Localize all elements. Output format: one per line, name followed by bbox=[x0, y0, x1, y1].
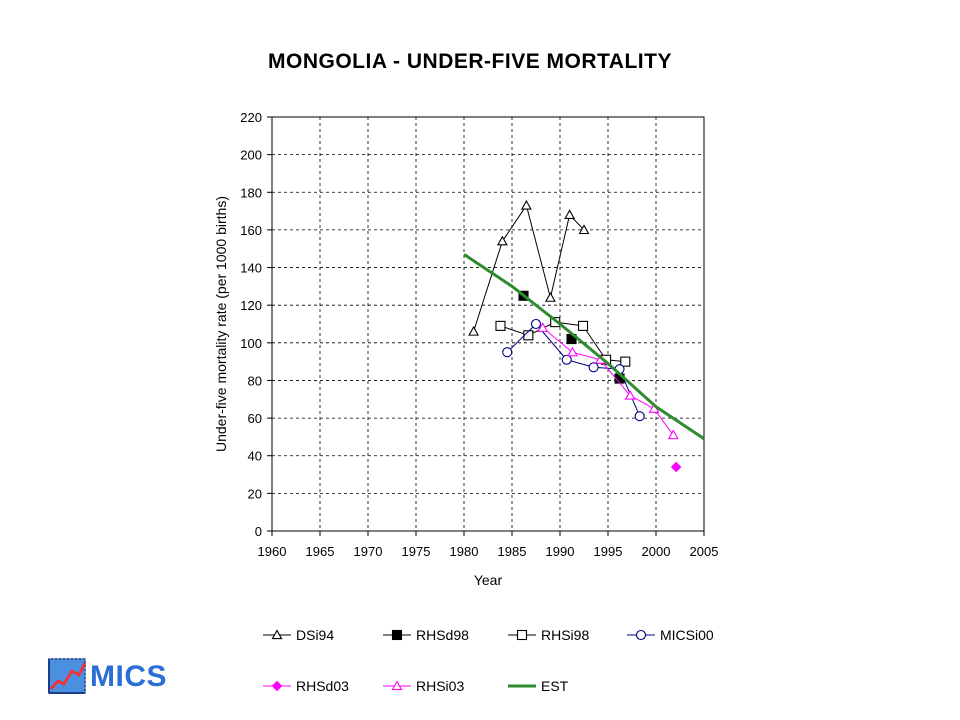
plot-area bbox=[271, 116, 705, 532]
x-tick-label: 1980 bbox=[450, 544, 479, 559]
data-point-rhsi03 bbox=[537, 322, 549, 332]
data-point-dsi94 bbox=[520, 199, 532, 210]
mics-logo-icon bbox=[48, 658, 87, 694]
y-tick-label: 0 bbox=[255, 524, 262, 539]
y-tick-label: 100 bbox=[240, 336, 262, 351]
series-line-dsi94 bbox=[473, 204, 585, 332]
legend-item-micsi00: MICSi00 bbox=[626, 625, 714, 645]
legend-marker bbox=[391, 629, 403, 641]
legend-item-rhsi03: RHSi03 bbox=[382, 676, 464, 696]
legend-swatch-rhsi03 bbox=[383, 680, 411, 691]
x-axis-label: Year bbox=[474, 572, 503, 588]
x-tick-label: 1975 bbox=[402, 544, 431, 559]
y-tick-label: 180 bbox=[240, 185, 262, 200]
data-point-dsi94 bbox=[544, 292, 556, 302]
mics-logo bbox=[46, 655, 186, 705]
legend-marker bbox=[391, 680, 403, 691]
legend-item-rhsi98: RHSi98 bbox=[507, 625, 589, 645]
legend-label: EST bbox=[541, 678, 569, 694]
data-point-rhsi03 bbox=[567, 346, 578, 357]
y-tick-label: 160 bbox=[240, 223, 262, 238]
legend-item-est: EST bbox=[507, 676, 568, 696]
data-point-rhsi03 bbox=[624, 389, 636, 400]
data-point-dsi94 bbox=[564, 209, 576, 220]
legend-swatch-micsi00 bbox=[627, 629, 655, 641]
legend-label: RHSi98 bbox=[541, 627, 590, 643]
x-tick-label: 1960 bbox=[258, 544, 287, 559]
data-point-micsi00 bbox=[634, 411, 645, 422]
y-axis-label: Under-five mortality rate (per 1000 birt… bbox=[213, 196, 229, 452]
x-tick-label: 1990 bbox=[546, 544, 575, 559]
series-line-est bbox=[463, 253, 705, 441]
y-tick-label: 20 bbox=[248, 486, 262, 501]
legend-label: MICSi00 bbox=[660, 627, 714, 643]
legend-swatch-rhsd03 bbox=[263, 680, 291, 692]
y-tick-label: 80 bbox=[248, 373, 262, 388]
x-tick-label: 1970 bbox=[354, 544, 383, 559]
series-layer bbox=[463, 199, 705, 473]
legend-marker bbox=[271, 680, 283, 692]
data-point-dsi94 bbox=[468, 325, 480, 336]
legend-label: RHSd98 bbox=[416, 627, 469, 643]
data-point-dsi94 bbox=[578, 224, 590, 235]
legend-label: RHSi03 bbox=[416, 678, 465, 694]
mics-logo-text: MICS bbox=[90, 660, 167, 693]
legend-swatch-rhsi98 bbox=[508, 629, 536, 641]
y-tick-label: 120 bbox=[240, 298, 262, 313]
x-tick-label: 2005 bbox=[690, 544, 719, 559]
data-point-micsi00 bbox=[502, 347, 513, 358]
series-rhsd03 bbox=[670, 461, 682, 473]
x-tick-label: 1985 bbox=[498, 544, 527, 559]
x-tick-label: 1965 bbox=[306, 544, 335, 559]
data-point-rhsi98 bbox=[577, 320, 589, 331]
legend-item-rhsd98: RHSd98 bbox=[382, 625, 469, 645]
legend-label: DSi94 bbox=[296, 627, 335, 643]
legend-item-dsi94: DSi94 bbox=[262, 625, 334, 645]
x-tick-label: 1995 bbox=[594, 544, 623, 559]
data-point-rhsd03 bbox=[670, 461, 682, 473]
legend-marker bbox=[271, 629, 283, 640]
legend-swatch-est bbox=[508, 684, 536, 688]
y-tick-label: 40 bbox=[248, 449, 262, 464]
legend-label: RHSd03 bbox=[296, 678, 349, 694]
y-tick-label: 220 bbox=[240, 110, 262, 125]
series-line-rhsi03 bbox=[542, 327, 674, 436]
data-point-rhsi03 bbox=[667, 429, 679, 440]
series-dsi94 bbox=[468, 199, 590, 336]
legend-marker bbox=[516, 629, 528, 641]
y-tick-label: 60 bbox=[248, 411, 262, 426]
data-point-dsi94 bbox=[496, 235, 508, 246]
data-point-rhsi98 bbox=[495, 320, 506, 331]
y-tick-label: 140 bbox=[240, 261, 262, 276]
series-est bbox=[463, 253, 705, 441]
legend-swatch-dsi94 bbox=[263, 629, 291, 640]
data-point-micsi00 bbox=[530, 318, 542, 330]
chart-title: MONGOLIA - UNDER-FIVE MORTALITY bbox=[268, 50, 672, 73]
legend-swatch-rhsd98 bbox=[383, 629, 411, 641]
legend-item-rhsd03: RHSd03 bbox=[262, 676, 349, 696]
legend-marker bbox=[635, 629, 647, 641]
data-point-rhsi98 bbox=[620, 356, 631, 367]
y-tick-label: 200 bbox=[240, 148, 262, 163]
x-tick-label: 2000 bbox=[642, 544, 671, 559]
data-point-micsi00 bbox=[588, 362, 599, 373]
grid-layer bbox=[271, 116, 705, 532]
axis-layer: 1960 1965 1970 1975 1980 1985 1990 1995 2000 2005… bbox=[240, 110, 718, 559]
data-point-micsi00 bbox=[561, 354, 572, 365]
